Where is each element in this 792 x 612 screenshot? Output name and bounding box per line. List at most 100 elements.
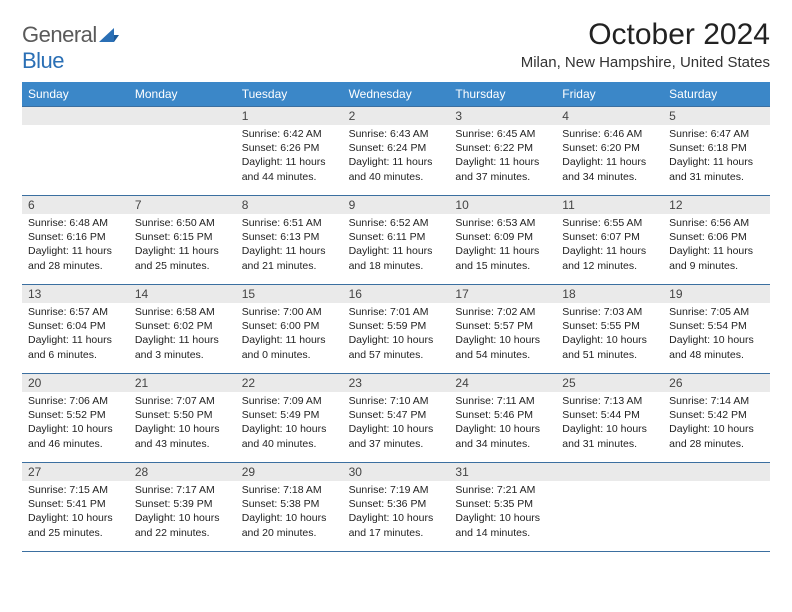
day-cell: 4Sunrise: 6:46 AMSunset: 6:20 PMDaylight… xyxy=(556,107,663,195)
logo-text: GeneralBlue xyxy=(22,22,119,74)
sunset-text: Sunset: 6:00 PM xyxy=(242,319,337,333)
sunset-text: Sunset: 5:55 PM xyxy=(562,319,657,333)
sunset-text: Sunset: 6:11 PM xyxy=(349,230,444,244)
day-number: 2 xyxy=(343,107,450,125)
sunset-text: Sunset: 5:54 PM xyxy=(669,319,764,333)
weeks-container: 1Sunrise: 6:42 AMSunset: 6:26 PMDaylight… xyxy=(22,106,770,552)
daylight-text: Daylight: 10 hours and 46 minutes. xyxy=(28,422,123,450)
day-body: Sunrise: 7:19 AMSunset: 5:36 PMDaylight:… xyxy=(343,481,450,544)
daylight-text: Daylight: 10 hours and 51 minutes. xyxy=(562,333,657,361)
logo-sail-icon xyxy=(99,22,119,47)
day-number: 20 xyxy=(22,374,129,392)
day-number xyxy=(129,107,236,125)
day-cell: 11Sunrise: 6:55 AMSunset: 6:07 PMDayligh… xyxy=(556,196,663,284)
sunrise-text: Sunrise: 7:07 AM xyxy=(135,394,230,408)
daylight-text: Daylight: 11 hours and 40 minutes. xyxy=(349,155,444,183)
sunrise-text: Sunrise: 6:48 AM xyxy=(28,216,123,230)
sunrise-text: Sunrise: 7:13 AM xyxy=(562,394,657,408)
day-body: Sunrise: 7:07 AMSunset: 5:50 PMDaylight:… xyxy=(129,392,236,455)
sunrise-text: Sunrise: 7:02 AM xyxy=(455,305,550,319)
daylight-text: Daylight: 10 hours and 25 minutes. xyxy=(28,511,123,539)
day-body: Sunrise: 7:01 AMSunset: 5:59 PMDaylight:… xyxy=(343,303,450,366)
day-cell: 10Sunrise: 6:53 AMSunset: 6:09 PMDayligh… xyxy=(449,196,556,284)
day-cell: 30Sunrise: 7:19 AMSunset: 5:36 PMDayligh… xyxy=(343,463,450,551)
logo: GeneralBlue xyxy=(22,22,119,74)
day-header: Wednesday xyxy=(343,82,450,106)
day-number: 17 xyxy=(449,285,556,303)
day-body: Sunrise: 7:13 AMSunset: 5:44 PMDaylight:… xyxy=(556,392,663,455)
sunset-text: Sunset: 5:41 PM xyxy=(28,497,123,511)
sunrise-text: Sunrise: 6:51 AM xyxy=(242,216,337,230)
day-body: Sunrise: 6:42 AMSunset: 6:26 PMDaylight:… xyxy=(236,125,343,188)
daylight-text: Daylight: 10 hours and 37 minutes. xyxy=(349,422,444,450)
week-row: 1Sunrise: 6:42 AMSunset: 6:26 PMDaylight… xyxy=(22,106,770,196)
day-body: Sunrise: 6:50 AMSunset: 6:15 PMDaylight:… xyxy=(129,214,236,277)
daylight-text: Daylight: 11 hours and 12 minutes. xyxy=(562,244,657,272)
day-body: Sunrise: 6:46 AMSunset: 6:20 PMDaylight:… xyxy=(556,125,663,188)
day-cell: 6Sunrise: 6:48 AMSunset: 6:16 PMDaylight… xyxy=(22,196,129,284)
day-number: 23 xyxy=(343,374,450,392)
day-body: Sunrise: 6:43 AMSunset: 6:24 PMDaylight:… xyxy=(343,125,450,188)
sunrise-text: Sunrise: 6:50 AM xyxy=(135,216,230,230)
sunrise-text: Sunrise: 7:14 AM xyxy=(669,394,764,408)
day-cell: 26Sunrise: 7:14 AMSunset: 5:42 PMDayligh… xyxy=(663,374,770,462)
day-body: Sunrise: 6:53 AMSunset: 6:09 PMDaylight:… xyxy=(449,214,556,277)
day-number: 1 xyxy=(236,107,343,125)
day-body: Sunrise: 6:55 AMSunset: 6:07 PMDaylight:… xyxy=(556,214,663,277)
sunrise-text: Sunrise: 6:56 AM xyxy=(669,216,764,230)
day-body xyxy=(22,125,129,131)
sunset-text: Sunset: 5:52 PM xyxy=(28,408,123,422)
daylight-text: Daylight: 10 hours and 34 minutes. xyxy=(455,422,550,450)
day-number: 30 xyxy=(343,463,450,481)
daylight-text: Daylight: 11 hours and 21 minutes. xyxy=(242,244,337,272)
sunrise-text: Sunrise: 7:17 AM xyxy=(135,483,230,497)
sunset-text: Sunset: 6:06 PM xyxy=(669,230,764,244)
day-body: Sunrise: 7:03 AMSunset: 5:55 PMDaylight:… xyxy=(556,303,663,366)
day-cell: 15Sunrise: 7:00 AMSunset: 6:00 PMDayligh… xyxy=(236,285,343,373)
daylight-text: Daylight: 11 hours and 28 minutes. xyxy=(28,244,123,272)
daylight-text: Daylight: 11 hours and 3 minutes. xyxy=(135,333,230,361)
daylight-text: Daylight: 10 hours and 28 minutes. xyxy=(669,422,764,450)
sunrise-text: Sunrise: 7:06 AM xyxy=(28,394,123,408)
sunrise-text: Sunrise: 6:42 AM xyxy=(242,127,337,141)
day-cell xyxy=(129,107,236,195)
day-header: Thursday xyxy=(449,82,556,106)
logo-text-blue: Blue xyxy=(22,48,64,73)
sunrise-text: Sunrise: 6:53 AM xyxy=(455,216,550,230)
day-number: 21 xyxy=(129,374,236,392)
day-cell: 27Sunrise: 7:15 AMSunset: 5:41 PMDayligh… xyxy=(22,463,129,551)
day-number: 8 xyxy=(236,196,343,214)
day-cell: 21Sunrise: 7:07 AMSunset: 5:50 PMDayligh… xyxy=(129,374,236,462)
sunrise-text: Sunrise: 7:18 AM xyxy=(242,483,337,497)
title-block: October 2024 Milan, New Hampshire, Unite… xyxy=(521,18,770,71)
sunset-text: Sunset: 5:49 PM xyxy=(242,408,337,422)
day-body: Sunrise: 6:48 AMSunset: 6:16 PMDaylight:… xyxy=(22,214,129,277)
day-cell xyxy=(22,107,129,195)
day-body xyxy=(129,125,236,131)
day-number: 6 xyxy=(22,196,129,214)
day-body: Sunrise: 6:47 AMSunset: 6:18 PMDaylight:… xyxy=(663,125,770,188)
day-cell: 31Sunrise: 7:21 AMSunset: 5:35 PMDayligh… xyxy=(449,463,556,551)
day-number: 22 xyxy=(236,374,343,392)
sunrise-text: Sunrise: 7:10 AM xyxy=(349,394,444,408)
day-cell: 2Sunrise: 6:43 AMSunset: 6:24 PMDaylight… xyxy=(343,107,450,195)
day-cell: 19Sunrise: 7:05 AMSunset: 5:54 PMDayligh… xyxy=(663,285,770,373)
sunrise-text: Sunrise: 6:52 AM xyxy=(349,216,444,230)
sunset-text: Sunset: 6:18 PM xyxy=(669,141,764,155)
sunset-text: Sunset: 5:59 PM xyxy=(349,319,444,333)
day-body: Sunrise: 6:52 AMSunset: 6:11 PMDaylight:… xyxy=(343,214,450,277)
day-cell xyxy=(556,463,663,551)
sunrise-text: Sunrise: 6:47 AM xyxy=(669,127,764,141)
day-body: Sunrise: 7:09 AMSunset: 5:49 PMDaylight:… xyxy=(236,392,343,455)
day-cell: 13Sunrise: 6:57 AMSunset: 6:04 PMDayligh… xyxy=(22,285,129,373)
daylight-text: Daylight: 10 hours and 20 minutes. xyxy=(242,511,337,539)
location-text: Milan, New Hampshire, United States xyxy=(521,54,770,71)
day-header: Monday xyxy=(129,82,236,106)
sunrise-text: Sunrise: 7:09 AM xyxy=(242,394,337,408)
day-cell: 17Sunrise: 7:02 AMSunset: 5:57 PMDayligh… xyxy=(449,285,556,373)
day-cell: 5Sunrise: 6:47 AMSunset: 6:18 PMDaylight… xyxy=(663,107,770,195)
day-body: Sunrise: 6:51 AMSunset: 6:13 PMDaylight:… xyxy=(236,214,343,277)
daylight-text: Daylight: 10 hours and 57 minutes. xyxy=(349,333,444,361)
day-cell: 8Sunrise: 6:51 AMSunset: 6:13 PMDaylight… xyxy=(236,196,343,284)
day-body: Sunrise: 6:45 AMSunset: 6:22 PMDaylight:… xyxy=(449,125,556,188)
